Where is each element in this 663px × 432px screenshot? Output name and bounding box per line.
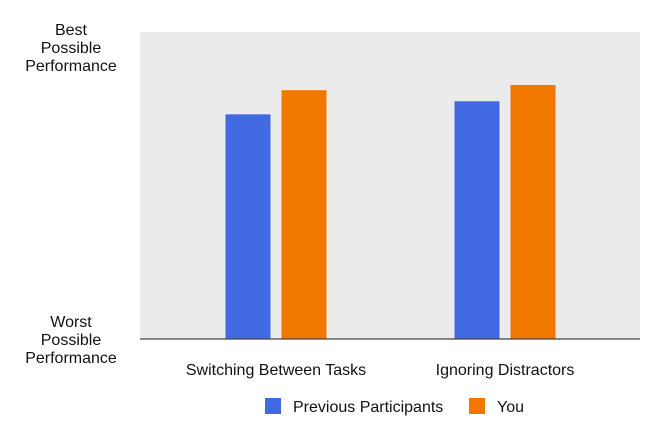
y-tick-label-worst: Worst Possible Performance	[25, 314, 117, 367]
y-tick-label-best-line3: Performance	[25, 58, 117, 75]
x-tick-label-switching: Switching Between Tasks	[186, 362, 366, 379]
y-tick-label-worst-line1: Worst	[50, 314, 92, 331]
y-tick-label-best-line1: Best	[55, 22, 88, 39]
bar-you-ignoring-distractors	[510, 84, 556, 339]
bar-previous-participants-switching-between-tasks	[225, 114, 271, 340]
plot-area	[140, 32, 640, 339]
legend: Previous Participants You	[265, 398, 524, 416]
legend-swatch-previous-participants	[265, 398, 281, 414]
x-tick-label-ignoring: Ignoring Distractors	[436, 362, 575, 379]
bar-you-switching-between-tasks	[281, 90, 327, 339]
legend-label-you: You	[497, 399, 524, 416]
y-tick-label-best: Best Possible Performance	[25, 22, 117, 75]
bar-previous-participants-ignoring-distractors	[454, 101, 500, 340]
y-tick-label-best-line2: Possible	[41, 40, 102, 57]
y-tick-label-worst-line2: Possible	[41, 332, 102, 349]
bars-group	[225, 84, 556, 340]
legend-label-previous-participants: Previous Participants	[293, 399, 443, 416]
y-tick-label-worst-line3: Performance	[25, 350, 117, 367]
legend-swatch-you	[469, 398, 485, 414]
